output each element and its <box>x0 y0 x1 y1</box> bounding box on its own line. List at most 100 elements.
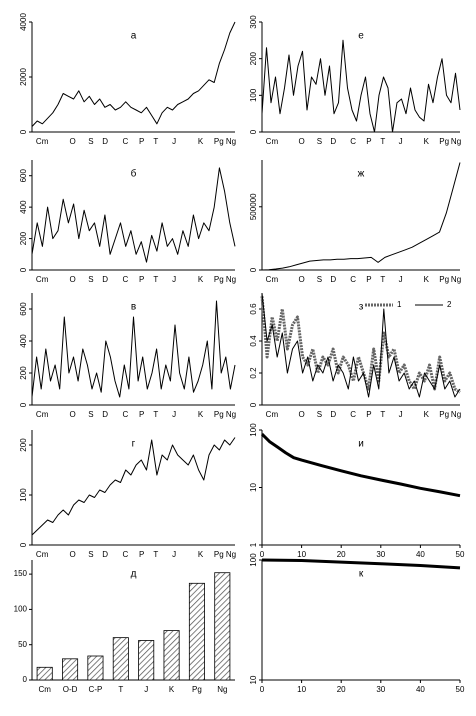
y-tick-label: 400 <box>19 200 28 214</box>
x-tick-label: O <box>298 275 304 284</box>
x-tick-label: C <box>122 410 128 419</box>
x-tick-label: 40 <box>416 550 425 559</box>
x-tick-label: Cm <box>266 275 279 284</box>
y-tick-label: 600 <box>19 168 28 182</box>
y-tick-label: 600 <box>19 302 28 316</box>
x-tick-label: O <box>69 275 75 284</box>
x-tick-label: S <box>88 137 93 146</box>
x-tick-label: Cm <box>36 410 49 419</box>
y-tick-label: 1 <box>249 542 258 547</box>
x-tick-label: D <box>330 410 336 419</box>
data-line <box>31 437 236 536</box>
x-tick-label: C <box>350 137 356 146</box>
x-tick-label: T <box>380 410 385 419</box>
x-tick-label: S <box>317 275 322 284</box>
x-tick-label: 30 <box>376 685 385 694</box>
panel-title: а <box>131 31 137 42</box>
y-tick-label: 2000 <box>19 68 28 86</box>
y-tick-label: 400 <box>19 334 28 348</box>
x-tick-label: Cm <box>36 275 49 284</box>
data-line <box>261 292 461 398</box>
x-tick-label: O <box>298 137 304 146</box>
panel-title: г <box>132 439 136 450</box>
panel-title: и <box>358 439 364 450</box>
bar <box>112 637 129 681</box>
bar <box>214 572 231 681</box>
bar <box>163 630 180 681</box>
data-line <box>260 433 461 498</box>
x-tick-label: Pg <box>214 275 224 284</box>
x-tick-label: Pg <box>439 275 449 284</box>
x-tick-label: Pg <box>439 410 449 419</box>
bar <box>188 582 205 681</box>
x-tick-label: 20 <box>337 550 346 559</box>
data-line <box>31 300 236 398</box>
x-tick-label: P <box>139 137 144 146</box>
x-tick-label: K <box>424 410 430 419</box>
y-tick-label: 0 <box>19 402 28 407</box>
x-tick-label: O <box>69 550 75 559</box>
y-tick-label: 200 <box>19 366 28 380</box>
legend-label: 2 <box>447 300 452 309</box>
data-line <box>261 162 461 271</box>
x-tick-label: D <box>330 137 336 146</box>
y-tick-label: 0 <box>19 542 28 547</box>
x-tick-label: C <box>122 550 128 559</box>
x-tick-label: C-P <box>89 685 103 694</box>
x-tick-label: Ng <box>451 137 461 146</box>
x-tick-label: J <box>172 550 176 559</box>
x-tick-label: P <box>366 275 371 284</box>
y-tick-label: 100 <box>249 88 258 102</box>
x-tick-label: J <box>172 410 176 419</box>
x-tick-label: K <box>424 275 430 284</box>
data-line <box>31 167 236 263</box>
y-tick-label: 0.2 <box>249 367 258 379</box>
x-tick-label: S <box>317 137 322 146</box>
x-tick-label: Cm <box>266 410 279 419</box>
bar <box>87 655 104 681</box>
y-tick-label: 200 <box>19 438 28 452</box>
data-line <box>31 21 236 127</box>
x-tick-label: C <box>122 275 128 284</box>
x-tick-label: Cm <box>36 137 49 146</box>
x-tick-label: Ng <box>451 410 461 419</box>
y-tick-label: 100 <box>249 423 258 437</box>
x-tick-label: T <box>118 685 123 694</box>
x-tick-label: C <box>122 137 128 146</box>
x-tick-label: 10 <box>297 685 306 694</box>
panel-title: з <box>359 302 364 313</box>
x-tick-label: Ng <box>226 550 236 559</box>
bar <box>138 640 155 681</box>
y-tick-label: 0 <box>23 675 28 684</box>
x-tick-label: J <box>172 137 176 146</box>
panel-title: ж <box>358 169 365 180</box>
x-tick-label: T <box>380 137 385 146</box>
x-tick-label: J <box>399 137 403 146</box>
y-tick-label: 10 <box>249 675 258 684</box>
x-tick-label: Ng <box>451 275 461 284</box>
y-tick-label: 50 <box>18 640 27 649</box>
y-tick-label: 200 <box>249 51 258 65</box>
x-tick-label: P <box>139 410 144 419</box>
x-tick-label: J <box>172 275 176 284</box>
x-tick-label: D <box>330 275 336 284</box>
x-tick-label: O <box>69 410 75 419</box>
panel-title: е <box>358 31 364 42</box>
x-tick-label: 50 <box>456 550 465 559</box>
x-tick-label: 10 <box>297 550 306 559</box>
x-tick-label: K <box>198 137 204 146</box>
x-tick-label: O <box>69 137 75 146</box>
y-tick-label: 0 <box>19 267 28 272</box>
y-tick-label: 0 <box>249 267 258 272</box>
y-tick-label: 500000 <box>249 193 258 220</box>
x-tick-label: Pg <box>214 410 224 419</box>
x-tick-label: P <box>139 275 144 284</box>
y-tick-label: 0.4 <box>249 335 258 347</box>
x-tick-label: J <box>144 685 148 694</box>
x-tick-label: O-D <box>63 685 78 694</box>
x-tick-label: K <box>169 685 175 694</box>
x-tick-label: O <box>298 410 304 419</box>
x-tick-label: T <box>153 275 158 284</box>
data-line <box>260 296 461 394</box>
